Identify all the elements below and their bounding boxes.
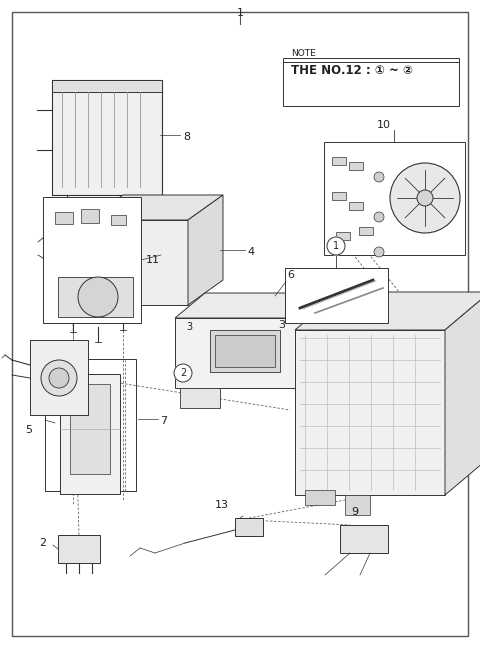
Bar bbox=[58, 277, 133, 317]
Bar bbox=[283, 58, 459, 106]
Bar bbox=[83, 235, 138, 285]
Text: 13: 13 bbox=[215, 500, 229, 510]
Polygon shape bbox=[295, 292, 480, 330]
Text: 2: 2 bbox=[39, 538, 46, 548]
Bar bbox=[58, 535, 100, 563]
Bar bbox=[285, 268, 388, 323]
Circle shape bbox=[78, 277, 118, 317]
Text: 11: 11 bbox=[146, 255, 160, 265]
Polygon shape bbox=[445, 292, 480, 495]
Text: NOTE: NOTE bbox=[291, 49, 316, 58]
Bar bbox=[215, 335, 275, 367]
Bar bbox=[55, 212, 73, 224]
Circle shape bbox=[417, 190, 433, 206]
Bar bbox=[180, 388, 220, 408]
Text: 5: 5 bbox=[25, 425, 32, 435]
Bar bbox=[324, 142, 465, 255]
Text: 9: 9 bbox=[351, 507, 359, 517]
Bar bbox=[210, 330, 280, 372]
Circle shape bbox=[174, 364, 192, 382]
Bar bbox=[60, 374, 120, 494]
Text: 4: 4 bbox=[247, 247, 254, 257]
Bar bbox=[68, 220, 188, 305]
Text: 8: 8 bbox=[183, 132, 190, 142]
Circle shape bbox=[374, 247, 384, 257]
Polygon shape bbox=[188, 195, 223, 305]
Polygon shape bbox=[52, 80, 162, 92]
Bar bbox=[70, 384, 110, 474]
Circle shape bbox=[327, 237, 345, 255]
Circle shape bbox=[374, 212, 384, 222]
Bar bbox=[235, 518, 263, 536]
Polygon shape bbox=[175, 318, 375, 388]
Bar bbox=[340, 525, 388, 553]
Bar bbox=[332, 157, 346, 165]
Bar bbox=[111, 215, 126, 225]
Bar bbox=[43, 197, 141, 323]
Bar bbox=[349, 162, 363, 170]
Bar bbox=[81, 209, 99, 223]
Bar bbox=[30, 340, 88, 415]
Polygon shape bbox=[295, 330, 445, 495]
Circle shape bbox=[49, 368, 69, 388]
Bar bbox=[359, 227, 373, 235]
Text: 3: 3 bbox=[278, 320, 285, 330]
Text: 7: 7 bbox=[160, 416, 167, 426]
Text: 1: 1 bbox=[237, 8, 243, 18]
Bar bbox=[332, 192, 346, 200]
Circle shape bbox=[41, 360, 77, 396]
Bar bbox=[52, 80, 162, 195]
Bar bbox=[45, 359, 136, 491]
Bar bbox=[349, 202, 363, 210]
Text: 6: 6 bbox=[287, 270, 294, 280]
Polygon shape bbox=[175, 293, 405, 318]
Polygon shape bbox=[88, 195, 223, 220]
Text: 2: 2 bbox=[180, 368, 186, 378]
Text: 3: 3 bbox=[186, 322, 192, 332]
Bar bbox=[305, 490, 335, 505]
Polygon shape bbox=[375, 293, 405, 388]
Circle shape bbox=[390, 163, 460, 233]
Circle shape bbox=[374, 172, 384, 182]
Text: THE NO.12 : ① ~ ②: THE NO.12 : ① ~ ② bbox=[291, 64, 413, 76]
Text: 1: 1 bbox=[333, 241, 339, 251]
Text: 10: 10 bbox=[377, 120, 391, 130]
Bar bbox=[345, 495, 370, 515]
Bar bbox=[336, 232, 350, 240]
